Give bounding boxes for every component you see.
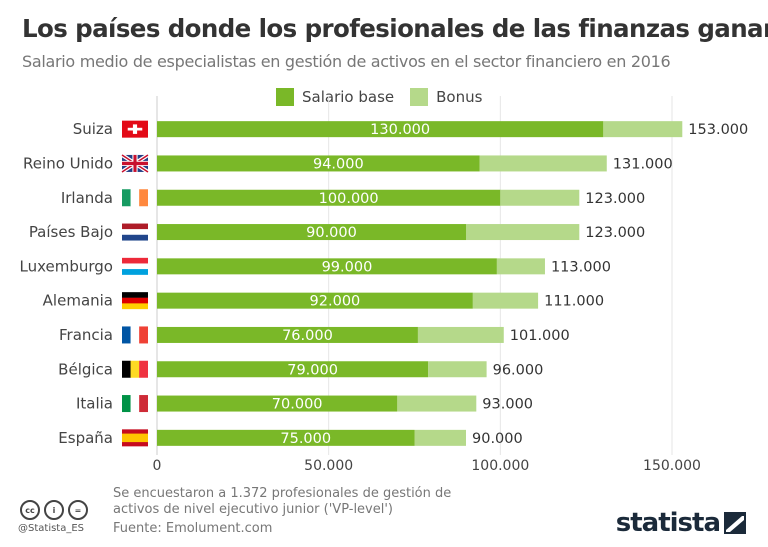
legend-label-base: Salario base	[302, 88, 395, 106]
bar-bonus	[496, 258, 545, 275]
note-line2: activos de nivel ejecutivo junior ('VP-l…	[113, 502, 394, 517]
base-value-label: 94.000	[313, 156, 364, 172]
legend-item-bonus: Bonus	[410, 88, 482, 106]
flag-uk-part	[122, 161, 148, 166]
total-value-label: 123.000	[585, 191, 645, 207]
x-tick-label: 0	[153, 458, 162, 474]
total-value-label: 113.000	[551, 259, 611, 275]
flag-luxembourg-part	[122, 257, 148, 264]
bar-salario-base	[157, 292, 473, 309]
legend-item-base: Salario base	[276, 88, 394, 106]
flag-netherlands-part	[122, 223, 148, 230]
bar-salario-base	[157, 258, 497, 275]
category-label: Irlanda	[61, 189, 113, 207]
statista-logo: statista	[616, 508, 746, 538]
base-value-label: 100.000	[319, 191, 379, 207]
category-label: Luxemburgo	[20, 257, 114, 275]
flag-ireland-part	[130, 189, 140, 207]
bar-salario-base	[157, 121, 604, 138]
total-value-label: 111.000	[544, 294, 604, 310]
base-value-label: 99.000	[322, 259, 373, 275]
bar-salario-base	[157, 224, 466, 241]
category-label: Francia	[59, 326, 113, 344]
total-value-label: 96.000	[493, 362, 544, 378]
flag-ireland-part	[139, 189, 148, 207]
category-label: Reino Unido	[23, 154, 113, 172]
bar-bonus	[397, 395, 477, 412]
category-label: Bélgica	[58, 360, 113, 378]
legend-swatch-bonus	[410, 88, 429, 106]
license-icons: cc i =	[20, 500, 88, 520]
flag-ireland-part	[122, 189, 131, 207]
total-value-label: 131.000	[613, 156, 673, 172]
category-label: Alemania	[43, 292, 113, 310]
flag-belgium-part	[130, 360, 140, 378]
flag-belgium-part	[139, 360, 148, 378]
handle: @Statista_ES	[18, 523, 85, 534]
category-label: Países Bajo	[29, 223, 113, 241]
by-icon: i	[44, 500, 64, 520]
flag-luxembourg-part	[122, 269, 148, 275]
nd-icon: =	[68, 500, 88, 520]
bar-salario-base	[157, 429, 415, 446]
bar-bonus	[414, 429, 466, 446]
flag-luxembourg-part	[122, 263, 148, 270]
base-value-label: 92.000	[310, 294, 361, 310]
cc-icon: cc	[20, 500, 40, 520]
legend-label-bonus: Bonus	[436, 88, 483, 106]
bar-bonus	[603, 121, 683, 138]
base-value-label: 90.000	[306, 225, 357, 241]
total-value-label: 93.000	[482, 397, 533, 413]
flag-germany-part	[122, 303, 148, 310]
category-label: Suiza	[73, 120, 113, 138]
bar-salario-base	[157, 189, 501, 206]
legend-swatch-base	[276, 88, 294, 106]
flag-netherlands-part	[122, 234, 148, 241]
flag-italy-part	[130, 395, 140, 413]
flag-france-part	[139, 326, 148, 344]
bar-bonus	[479, 155, 607, 172]
base-value-label: 70.000	[272, 397, 323, 413]
total-value-label: 153.000	[688, 122, 748, 138]
base-value-label: 75.000	[280, 431, 331, 447]
bar-salario-base	[157, 155, 480, 172]
total-value-label: 123.000	[585, 225, 645, 241]
flag-belgium-part	[122, 360, 131, 378]
flag-italy-part	[139, 395, 148, 413]
bar-bonus	[472, 292, 539, 309]
chart-subtitle: Salario medio de especialistas en gestió…	[22, 52, 671, 71]
bar-bonus	[466, 224, 580, 241]
statista-logo-icon	[724, 512, 746, 534]
total-value-label: 90.000	[472, 431, 523, 447]
flag-spain-part	[122, 433, 148, 443]
bar-bonus	[500, 189, 580, 206]
category-label: Italia	[76, 395, 113, 413]
base-value-label: 79.000	[287, 362, 338, 378]
x-tick-label: 100.000	[471, 458, 529, 474]
bar-salario-base	[157, 361, 429, 378]
source[interactable]: Fuente: Emolument.com	[113, 521, 273, 536]
bar-bonus	[417, 326, 504, 343]
flag-switzerland-part	[127, 127, 143, 131]
note-line1: Se encuestaron a 1.372 profesionales de …	[113, 486, 452, 501]
flag-italy-part	[122, 395, 131, 413]
total-value-label: 101.000	[510, 328, 570, 344]
flag-france-part	[130, 326, 140, 344]
flag-france-part	[122, 326, 131, 344]
bar-salario-base	[157, 326, 418, 343]
flag-germany-part	[122, 297, 148, 304]
base-value-label: 130.000	[370, 122, 430, 138]
flag-germany-part	[122, 292, 148, 298]
legend: Salario base Bonus	[276, 88, 482, 106]
x-tick-label: 150.000	[643, 458, 701, 474]
flag-netherlands-part	[122, 229, 148, 235]
category-label: España	[58, 429, 113, 447]
chart-title: Los países donde los profesionales de la…	[22, 14, 768, 43]
x-tick-label: 50.000	[304, 458, 353, 474]
bar-bonus	[428, 361, 487, 378]
bar-salario-base	[157, 395, 398, 412]
base-value-label: 76.000	[282, 328, 333, 344]
